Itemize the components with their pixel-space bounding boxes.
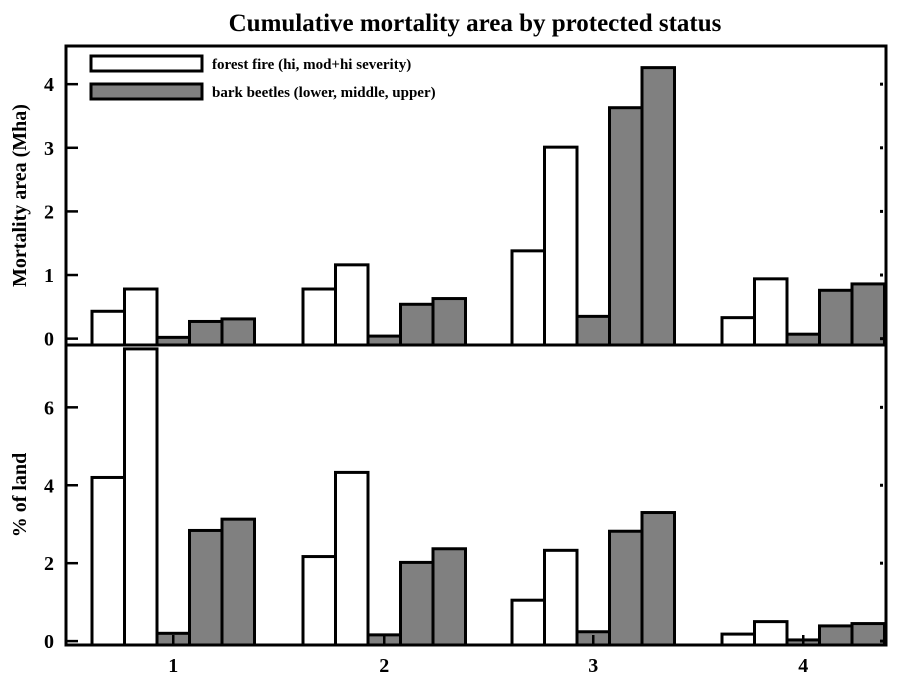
panels: 0 1 2 3 4 Mortality area (Mha) 0 2 4 6 % of land 1 2… (9, 44, 888, 673)
bar-upper-cat-2 (431, 547, 467, 647)
bar-middle-cat-3 (608, 529, 644, 647)
bar-hi-cat-4 (720, 316, 756, 347)
bar-hi-cat-3 (510, 249, 546, 347)
y-tick-label: 3 (44, 138, 54, 160)
bar-upper-cat-4 (850, 282, 886, 347)
bar-mod-hi-cat-4 (753, 620, 789, 647)
bar-lower-cat-4 (785, 332, 821, 347)
bar-upper-cat-4 (850, 622, 886, 647)
y-tick-label: 4 (44, 475, 54, 497)
bar-mod-hi-cat-2 (334, 263, 370, 347)
bar-middle-cat-2 (399, 560, 435, 647)
legend-label-2: bark beetles (lower, middle, upper) (212, 85, 436, 101)
y-tick-label: 1 (44, 265, 54, 287)
y-axis-label: Mortality area (Mha) (9, 104, 31, 287)
bar-mod-hi-cat-4 (753, 277, 789, 347)
bar-mod-hi-cat-3 (543, 548, 579, 647)
bar-hi-cat-2 (301, 555, 337, 647)
bar-upper-cat-1 (220, 517, 256, 647)
bar-hi-cat-1 (90, 309, 126, 347)
y-tick-label: 4 (44, 74, 54, 96)
bar-lower-cat-3 (575, 314, 611, 347)
y-tick-label: 6 (44, 397, 54, 419)
bar-hi-cat-4 (720, 632, 756, 647)
legend-swatch-1 (89, 54, 204, 73)
bar-upper-cat-3 (640, 511, 676, 647)
bar-upper-cat-1 (220, 317, 256, 347)
bar-mod-hi-cat-1 (123, 287, 159, 347)
bar-upper-cat-3 (640, 66, 676, 347)
bar-middle-cat-4 (818, 624, 854, 647)
bar-hi-cat-1 (90, 475, 126, 647)
bar-upper-cat-2 (431, 297, 467, 347)
panel-1: 0 1 2 3 4 Mortality area (Mha) (9, 44, 888, 351)
bar-mod-hi-cat-2 (334, 470, 370, 647)
x-tick-label: 1 (168, 655, 178, 673)
x-tick-label: 4 (798, 655, 808, 673)
bar-middle-cat-3 (608, 106, 644, 347)
y-tick-label: 0 (44, 631, 54, 653)
y-axis-label: % of land (9, 453, 31, 537)
plot-frame (64, 343, 888, 647)
bar-mod-hi-cat-1 (123, 347, 159, 647)
bar-middle-cat-1 (188, 319, 224, 347)
y-tick-label: 0 (44, 329, 54, 351)
legend: forest fire (hi, mod+hi severity) bark be… (89, 54, 436, 101)
x-tick-label: 3 (588, 655, 598, 673)
x-tick-label: 2 (379, 655, 389, 673)
bar-middle-cat-1 (188, 528, 224, 647)
panel-2: 0 2 4 6 % of land (9, 343, 888, 653)
y-tick-label: 2 (44, 201, 54, 223)
bar-hi-cat-3 (510, 598, 546, 647)
y-tick-label: 2 (44, 553, 54, 575)
bar-middle-cat-2 (399, 302, 435, 347)
chart-title: Cumulative mortality area by protected s… (229, 10, 722, 37)
legend-swatch-2 (89, 82, 204, 101)
bar-mod-hi-cat-3 (543, 145, 579, 347)
legend-label-1: forest fire (hi, mod+hi severity) (212, 57, 411, 73)
bar-middle-cat-4 (818, 288, 854, 347)
bar-hi-cat-2 (301, 287, 337, 347)
